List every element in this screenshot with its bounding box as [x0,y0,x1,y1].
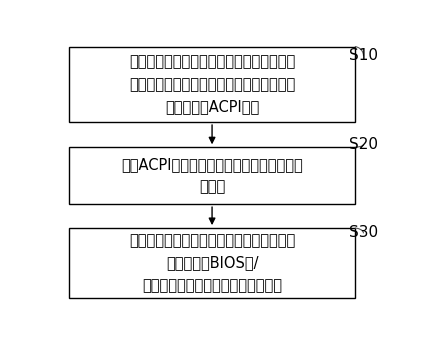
FancyBboxPatch shape [69,147,355,204]
Text: 通过中断处理函数根据请求指令参数和请求
内容参数与BIOS和/
或操作系统进行交互以完成信息操作: 通过中断处理函数根据请求指令参数和请求 内容参数与BIOS和/ 或操作系统进行交… [129,234,295,293]
Text: S10: S10 [349,48,378,63]
Text: S30: S30 [349,225,378,240]
FancyBboxPatch shape [69,46,355,122]
Text: 通过ACPI设备根据请求指令参数调用中断处
理函数: 通过ACPI设备根据请求指令参数调用中断处 理函数 [121,157,303,194]
Text: 响应于操作系统启动后接收到用户请求，基
于用户请求生成请求指令参数和请求内容参
数并发送至ACPI设备: 响应于操作系统启动后接收到用户请求，基 于用户请求生成请求指令参数和请求内容参 … [129,55,295,114]
Text: S20: S20 [349,137,378,152]
FancyBboxPatch shape [69,228,355,298]
